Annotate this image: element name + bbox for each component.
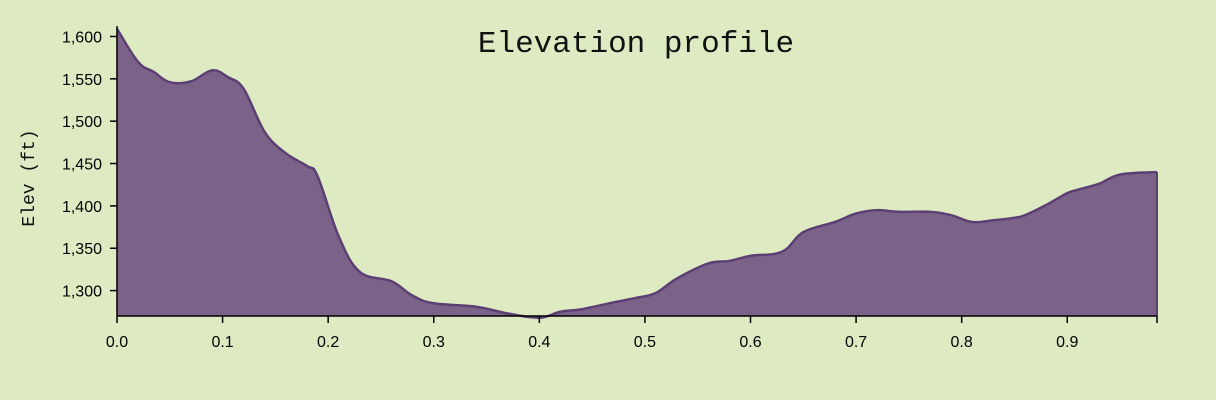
tick-group: 0.0 0.1 0.2 0.3 0.4 0.5 0.6 0.7 0.8 0.9 1,300 1,350… — [62, 29, 1158, 351]
axes — [116, 26, 1157, 317]
y-tick-label: 1,400 — [62, 199, 102, 216]
plot-area — [115, 28, 1158, 319]
x-tick-label: 0.0 — [106, 334, 128, 351]
x-tick-label: 0.7 — [845, 334, 867, 351]
x-tick-label: 0.2 — [317, 334, 339, 351]
elevation-line — [115, 28, 1158, 319]
x-tick-label: 0.4 — [528, 334, 550, 351]
y-axis-label: Elev (ft) — [20, 129, 40, 226]
y-tick-label: 1,550 — [62, 72, 102, 89]
y-tick-label: 1,350 — [62, 241, 102, 258]
x-tick-label: 0.5 — [634, 334, 656, 351]
elevation-area — [117, 28, 1157, 318]
x-tick-label: 0.6 — [739, 334, 761, 351]
y-tick-label: 1,500 — [62, 114, 102, 131]
y-tick-label: 1,450 — [62, 157, 102, 174]
x-tick-label: 0.1 — [211, 334, 233, 351]
chart-title: Elevation profile — [478, 27, 794, 62]
y-tick-label: 1,600 — [62, 29, 102, 46]
x-tick-label: 0.3 — [423, 334, 445, 351]
y-tick-label: 1,300 — [62, 284, 102, 301]
x-tick-label: 0.9 — [1056, 334, 1078, 351]
x-tick-label: 0.8 — [951, 334, 973, 351]
